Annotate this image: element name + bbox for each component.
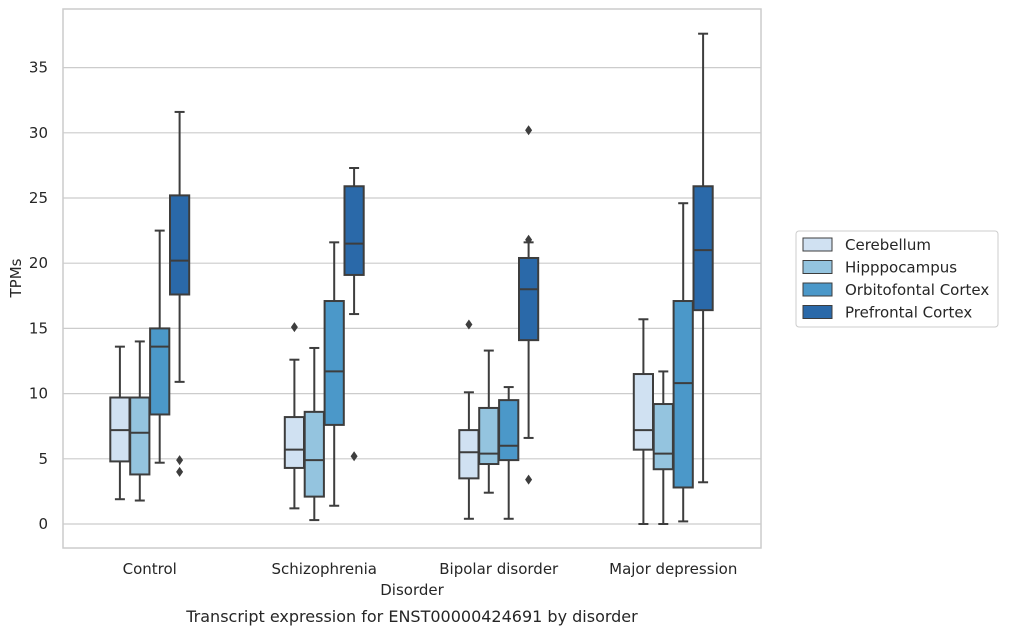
box-0-2 bbox=[149, 229, 171, 464]
legend-label: Hipppocampus bbox=[845, 259, 957, 277]
outlier-point bbox=[525, 234, 533, 245]
box-2-3 bbox=[518, 125, 540, 485]
iqr-box bbox=[458, 429, 480, 480]
box-0-3 bbox=[169, 110, 191, 477]
outlier-point bbox=[350, 451, 358, 462]
outlier-point bbox=[176, 455, 184, 466]
chart-caption: Transcript expression for ENST0000042469… bbox=[185, 607, 638, 626]
box-3-2 bbox=[672, 202, 694, 523]
box-0-1 bbox=[129, 340, 151, 502]
box-0-0 bbox=[109, 345, 131, 501]
legend-swatch bbox=[802, 237, 833, 252]
box-plots bbox=[109, 32, 714, 525]
x-tick-label: Schizophrenia bbox=[272, 560, 377, 578]
box-2-2 bbox=[498, 386, 520, 520]
x-tick-label: Control bbox=[123, 560, 177, 578]
box-1-3 bbox=[343, 167, 365, 462]
box-1-1 bbox=[303, 346, 325, 522]
iqr-box bbox=[478, 406, 500, 466]
box-3-3 bbox=[692, 32, 714, 484]
outlier-point bbox=[176, 466, 184, 477]
outlier-point bbox=[525, 125, 533, 136]
iqr-box bbox=[652, 403, 674, 471]
iqr-box bbox=[518, 256, 540, 342]
y-tick-label: 30 bbox=[29, 124, 48, 142]
iqr-box bbox=[672, 300, 694, 489]
y-tick-label: 20 bbox=[29, 254, 48, 272]
y-tick-label: 5 bbox=[38, 450, 48, 468]
iqr-box bbox=[343, 185, 365, 276]
x-axis-title: Disorder bbox=[380, 581, 444, 599]
legend-swatch bbox=[802, 260, 833, 274]
iqr-box bbox=[323, 300, 345, 426]
iqr-box bbox=[692, 185, 714, 312]
legend-label: Prefrontal Cortex bbox=[845, 304, 972, 322]
box-2-0 bbox=[458, 319, 480, 520]
outlier-point bbox=[290, 322, 298, 333]
x-tick-label: Major depression bbox=[609, 560, 737, 578]
y-tick-label: 35 bbox=[29, 59, 48, 77]
iqr-box bbox=[303, 410, 325, 498]
y-tick-label: 25 bbox=[29, 189, 48, 207]
legend-label: Cerebellum bbox=[845, 236, 931, 254]
y-tick-label: 10 bbox=[29, 385, 48, 403]
iqr-box bbox=[129, 396, 151, 476]
iqr-box bbox=[149, 327, 171, 416]
y-tick-label: 15 bbox=[29, 319, 48, 337]
y-axis-title: TPMs bbox=[7, 258, 25, 298]
iqr-box bbox=[632, 373, 654, 451]
legend-label: Orbitofontal Cortex bbox=[845, 281, 989, 299]
iqr-box bbox=[498, 399, 520, 462]
legend-swatch bbox=[802, 305, 833, 319]
iqr-box bbox=[283, 416, 305, 469]
y-tick-label: 0 bbox=[38, 515, 48, 533]
iqr-box bbox=[169, 194, 191, 296]
outlier-point bbox=[525, 474, 533, 485]
outlier-point bbox=[465, 319, 473, 330]
box-1-2 bbox=[323, 241, 345, 507]
legend-swatch bbox=[802, 282, 833, 297]
y-tick-labels: 0 5 10 15 20 25 30 35 bbox=[29, 59, 48, 533]
x-tick-label: Bipolar disorder bbox=[439, 560, 559, 578]
legend: Cerebellum Hipppocampus Orbitofontal Corte… bbox=[795, 230, 999, 328]
legend-frame bbox=[795, 230, 999, 328]
x-tick-labels: Control Schizophrenia Bipolar disorder Majo… bbox=[123, 560, 738, 578]
box-2-1 bbox=[478, 349, 500, 494]
